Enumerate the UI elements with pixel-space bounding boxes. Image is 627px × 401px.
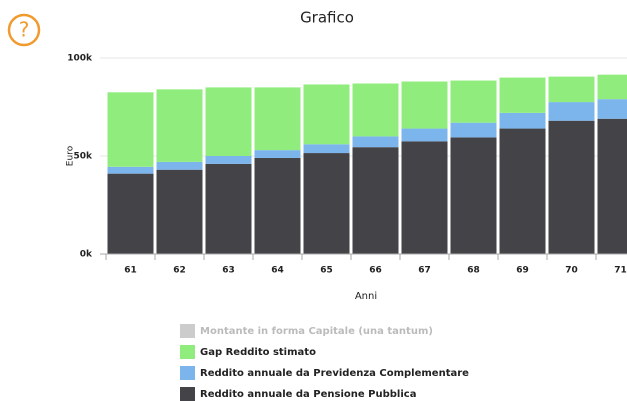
bar-segment bbox=[401, 128, 448, 142]
bar-segment bbox=[597, 74, 627, 100]
x-tick-label: 62 bbox=[173, 266, 186, 276]
bar-segment bbox=[205, 156, 252, 164]
x-tick-label: 64 bbox=[271, 266, 284, 276]
bar-segment bbox=[107, 173, 154, 254]
bar-segment bbox=[548, 102, 595, 121]
legend-swatch bbox=[180, 345, 195, 359]
bar-segment bbox=[499, 77, 546, 113]
x-tick-label: 65 bbox=[320, 266, 333, 276]
legend-label: Reddito annuale da Pensione Pubblica bbox=[200, 389, 416, 400]
y-tick-label: 50k bbox=[73, 152, 93, 162]
bar-segment bbox=[597, 118, 627, 254]
x-tick-label: 71 bbox=[614, 266, 627, 276]
bar-segment bbox=[205, 163, 252, 254]
bar-segment bbox=[450, 137, 497, 254]
bar-segment bbox=[254, 87, 301, 151]
legend-swatch bbox=[180, 324, 195, 338]
y-tick-label: 100k bbox=[67, 54, 93, 64]
x-tick-label: 69 bbox=[516, 266, 529, 276]
bar-segment bbox=[548, 120, 595, 254]
bar-segment bbox=[156, 161, 203, 170]
legend-swatch bbox=[180, 366, 195, 380]
bar-segment bbox=[499, 112, 546, 129]
bar-segment bbox=[401, 81, 448, 129]
legend-label: Reddito annuale da Previdenza Complement… bbox=[200, 368, 469, 379]
bar-segment bbox=[254, 150, 301, 158]
bar-segment bbox=[205, 87, 252, 156]
bar-segment bbox=[303, 84, 350, 145]
x-tick-label: 67 bbox=[418, 266, 431, 276]
bar-segment bbox=[156, 89, 203, 162]
x-tick-label: 63 bbox=[222, 266, 235, 276]
x-axis-label: Anni bbox=[355, 291, 377, 302]
bar-segment bbox=[156, 169, 203, 254]
bar-segment bbox=[450, 122, 497, 138]
help-icon-label: ? bbox=[19, 18, 30, 42]
bar-segment bbox=[303, 144, 350, 154]
bar-segment bbox=[499, 128, 546, 254]
bar-segment bbox=[254, 157, 301, 254]
legend-label: Gap Reddito stimato bbox=[200, 347, 316, 358]
x-tick-label: 61 bbox=[124, 266, 137, 276]
bar-segment bbox=[450, 80, 497, 123]
legend-swatch bbox=[180, 387, 195, 401]
bar-segment bbox=[303, 153, 350, 254]
x-tick-label: 66 bbox=[369, 266, 382, 276]
y-axis-label: Euro bbox=[66, 145, 76, 166]
chart-title: Grafico bbox=[300, 9, 354, 27]
bar-segment bbox=[352, 136, 399, 148]
bar-segment bbox=[352, 147, 399, 254]
bar-segment bbox=[352, 83, 399, 137]
y-tick-label: 0k bbox=[80, 250, 93, 260]
bar-segment bbox=[401, 141, 448, 254]
x-tick-label: 68 bbox=[467, 266, 480, 276]
bar-segment bbox=[548, 76, 595, 103]
bar-segment bbox=[107, 92, 154, 167]
legend-label: Montante in forma Capitale (una tantum) bbox=[200, 326, 433, 337]
bar-segment bbox=[597, 99, 627, 119]
help-icon[interactable] bbox=[7, 13, 41, 47]
bar-segment bbox=[107, 166, 154, 174]
x-tick-label: 70 bbox=[565, 266, 578, 276]
